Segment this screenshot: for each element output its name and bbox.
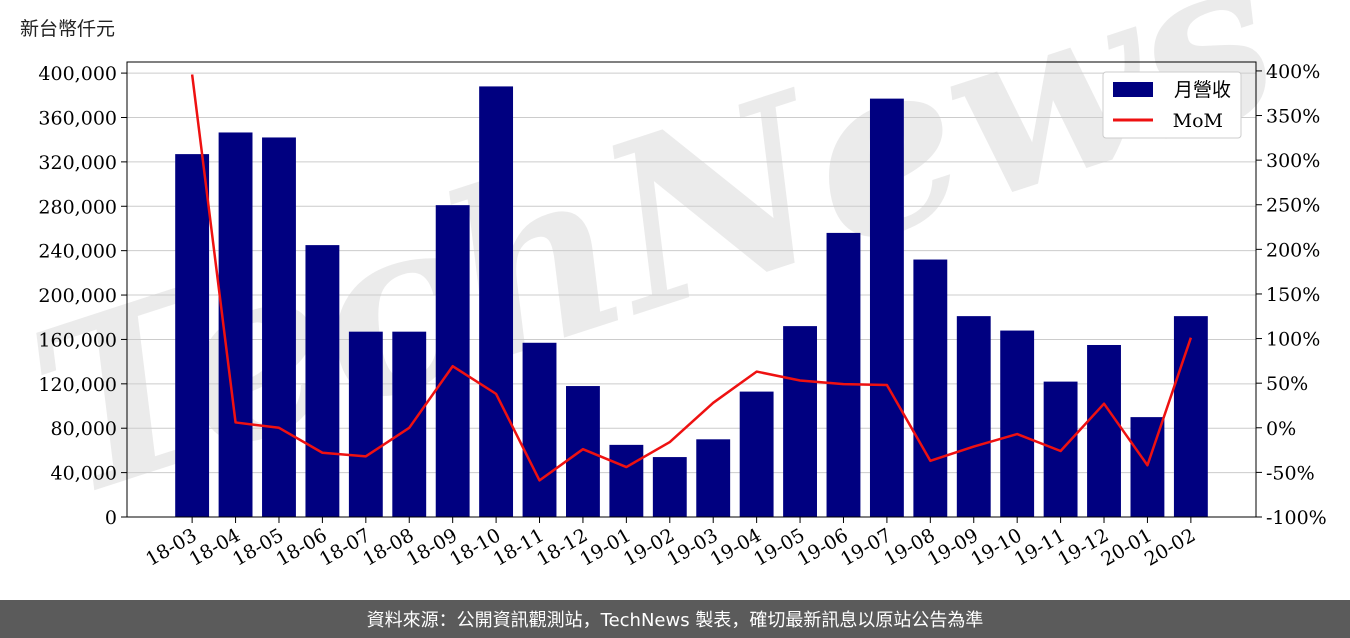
revenue-chart: TechNews040,00080,000120,000160,000200,0… bbox=[4, 0, 1327, 571]
bar-19-01 bbox=[609, 444, 644, 517]
bar-18-10 bbox=[479, 86, 514, 517]
y-right-tick-label: 0% bbox=[1266, 418, 1296, 440]
y-left-tick-label: 320,000 bbox=[38, 152, 117, 174]
source-footer: 資料來源：公開資訊觀測站，TechNews 製表，確切最新訊息以原站公告為準 bbox=[0, 600, 1350, 638]
bar-19-07 bbox=[869, 98, 904, 517]
mom-line bbox=[190, 74, 1193, 482]
bar-19-10 bbox=[1000, 330, 1035, 517]
bar-18-05 bbox=[262, 137, 296, 517]
unit-label: 新台幣仟元 bbox=[20, 18, 116, 40]
y-right-tick-label: 400% bbox=[1266, 61, 1320, 83]
y-right-tick-label: 150% bbox=[1266, 284, 1320, 306]
y-right-tick-label: 300% bbox=[1266, 150, 1320, 172]
legend-label-revenue: 月營收 bbox=[1174, 79, 1231, 101]
x-tick-label: 20-02 bbox=[1141, 524, 1199, 570]
bar-18-06 bbox=[305, 245, 340, 518]
y-left-tick-label: 240,000 bbox=[38, 241, 117, 263]
y-left-tick-label: 280,000 bbox=[38, 196, 117, 218]
y-left-tick-label: 80,000 bbox=[51, 418, 117, 440]
bar-18-11 bbox=[522, 342, 557, 517]
y-left-tick-label: 400,000 bbox=[38, 63, 117, 85]
y-right-tick-label: 50% bbox=[1266, 373, 1308, 395]
bar-19-12 bbox=[1087, 344, 1121, 517]
bar-18-12 bbox=[566, 386, 600, 517]
bar-19-04 bbox=[739, 391, 774, 517]
bar-19-02 bbox=[652, 457, 687, 517]
footer-text: 資料來源：公開資訊觀測站，TechNews 製表，確切最新訊息以原站公告為準 bbox=[366, 610, 984, 631]
bar-19-09 bbox=[956, 316, 991, 517]
y-left-tick-label: 200,000 bbox=[38, 285, 117, 307]
y-right-tick-label: 350% bbox=[1266, 106, 1320, 128]
y-left-tick-label: 0 bbox=[105, 507, 117, 529]
plot-frame bbox=[126, 61, 1257, 518]
bar-19-08 bbox=[913, 259, 948, 517]
legend-label-mom: MoM bbox=[1173, 110, 1223, 132]
y-left-tick-label: 40,000 bbox=[51, 463, 117, 485]
y-right-tick-label: 100% bbox=[1266, 329, 1320, 351]
chart-area: TechNews 0 40,000 80,000 120,000 160,000 200,0… bbox=[4, 0, 1327, 571]
y-right-tick-label: 200% bbox=[1266, 239, 1320, 261]
legend-swatch-bar bbox=[1113, 82, 1153, 97]
bar-18-08 bbox=[392, 331, 427, 517]
bar-18-03 bbox=[175, 154, 210, 518]
bar-18-09 bbox=[435, 205, 470, 517]
y-right-tick-label: -100% bbox=[1266, 507, 1327, 529]
y-right-tick-label: -50% bbox=[1266, 462, 1315, 484]
bar-19-03 bbox=[696, 439, 731, 517]
y-left-tick-label: 120,000 bbox=[38, 374, 117, 396]
bar-20-02 bbox=[1173, 316, 1208, 517]
bar-19-05 bbox=[783, 326, 817, 517]
y-right-tick-label: 250% bbox=[1266, 195, 1320, 217]
bar-18-07 bbox=[348, 331, 383, 517]
y-left-tick-label: 160,000 bbox=[38, 329, 117, 351]
y-left-tick-label: 360,000 bbox=[38, 107, 117, 129]
bar-19-06 bbox=[826, 232, 861, 517]
